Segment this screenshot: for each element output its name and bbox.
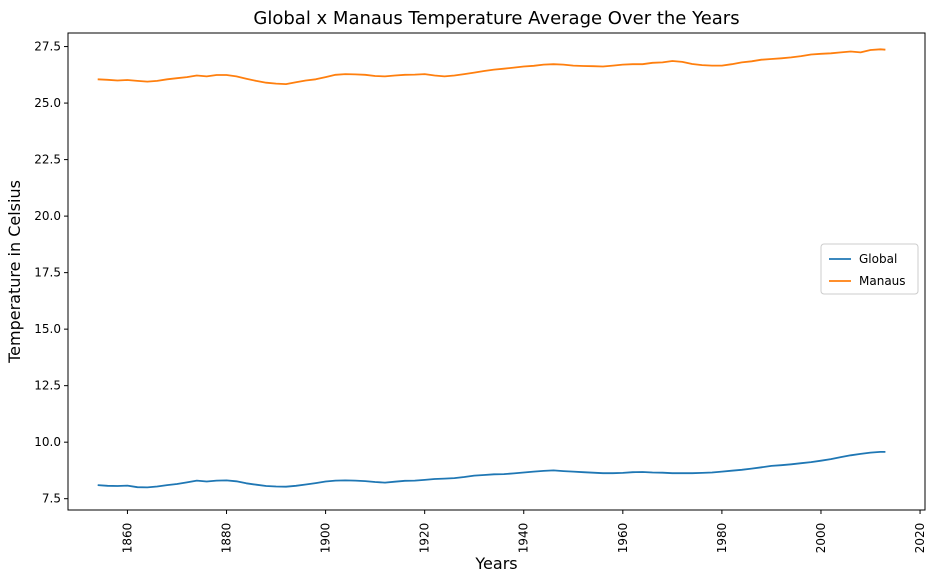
x-axis: 1860 1880 1900 1920 1940 1960 1980 2000 2020 [120, 510, 927, 553]
y-tick-label: 27.5 [34, 40, 61, 54]
y-tick-label: 12.5 [34, 379, 61, 393]
y-axis: 7.5 10.0 12.5 15.0 17.5 20.0 22.5 25.0 27.5 [34, 40, 68, 506]
x-tick-label: 2000 [814, 523, 828, 554]
legend: Global Manaus [820, 243, 919, 295]
y-tick-label: 15.0 [34, 322, 61, 336]
series-layer [97, 48, 886, 489]
x-axis-label: Years [474, 554, 517, 573]
x-tick-label: 1900 [319, 523, 333, 554]
y-tick-label: 25.0 [34, 96, 61, 110]
x-tick-label: 1860 [120, 523, 134, 554]
x-tick-label: 1880 [220, 523, 234, 554]
chart-title: Global x Manaus Temperature Average Over… [253, 8, 739, 29]
x-tick-label: 2020 [913, 523, 927, 554]
y-tick-label: 22.5 [34, 153, 61, 167]
y-tick-label: 20.0 [34, 209, 61, 223]
x-tick-label: 1940 [517, 523, 531, 554]
y-axis-label: Temperature in Celsius [5, 180, 24, 364]
y-tick-label: 17.5 [34, 266, 61, 280]
legend-label-manaus: Manaus [859, 274, 906, 288]
series-line-global [97, 450, 886, 489]
y-tick-label: 10.0 [34, 435, 61, 449]
plot-frame [67, 32, 926, 511]
x-tick-label: 1920 [418, 523, 432, 554]
x-tick-label: 1980 [715, 523, 729, 554]
x-tick-label: 1960 [616, 523, 630, 554]
y-tick-label: 7.5 [42, 492, 61, 506]
series-line-manaus [97, 48, 886, 85]
legend-label-global: Global [859, 252, 897, 266]
